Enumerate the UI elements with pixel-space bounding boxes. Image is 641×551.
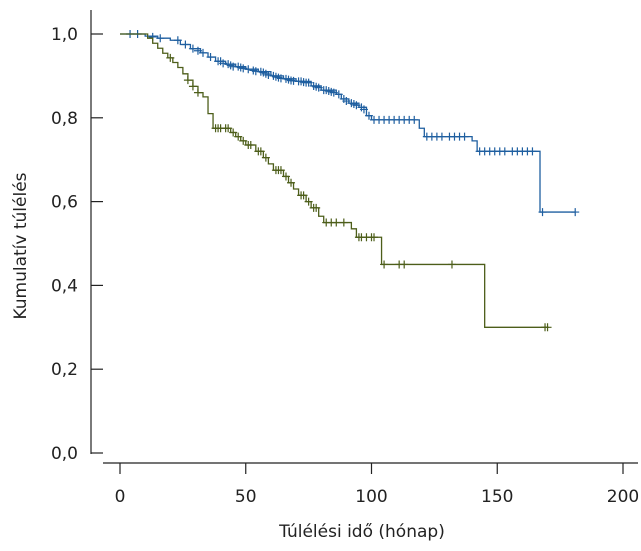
censor-mark <box>380 260 389 269</box>
censor-mark <box>206 53 215 62</box>
censor-mark <box>447 260 456 269</box>
censor-mark <box>224 124 233 133</box>
censor-mark <box>352 101 361 110</box>
y-tick-label: 0,2 <box>51 360 78 380</box>
series-2 <box>120 33 552 332</box>
censor-mark <box>261 153 270 162</box>
censor-mark <box>460 132 469 141</box>
censor-mark <box>400 260 409 269</box>
y-tick-label: 0,4 <box>51 276 78 296</box>
series-layer <box>120 30 580 332</box>
censor-mark <box>193 46 202 55</box>
censor-mark <box>239 136 248 145</box>
censor-mark <box>299 191 308 200</box>
y-tick-label: 1,0 <box>51 25 78 45</box>
censor-mark <box>543 323 552 332</box>
censor-mark <box>334 90 343 99</box>
censor-mark <box>571 208 580 217</box>
censor-mark <box>276 166 285 175</box>
x-tick-label: 200 <box>607 487 639 507</box>
censor-mark <box>193 88 202 97</box>
censor-mark <box>314 83 323 92</box>
censor-mark <box>312 203 321 212</box>
x-tick-label: 150 <box>481 487 513 507</box>
y-tick-label: 0,6 <box>51 193 78 213</box>
censor-mark <box>437 132 446 141</box>
survival-curve-line <box>120 33 548 328</box>
censor-mark <box>342 97 351 106</box>
censor-mark <box>500 147 509 156</box>
y-axis-title: Kumulatív túlélés <box>11 172 31 319</box>
censor-mark <box>244 65 253 74</box>
censor-mark <box>188 44 197 53</box>
x-tick-label: 100 <box>355 487 387 507</box>
x-axis-title: Túlélési idő (hónap) <box>278 522 445 542</box>
censor-mark <box>359 105 368 114</box>
censor-mark <box>264 71 273 80</box>
censor-mark <box>332 218 341 227</box>
censor-mark <box>234 132 243 141</box>
censor-mark <box>246 141 255 150</box>
censor-mark <box>528 147 537 156</box>
censor-mark <box>287 178 296 187</box>
censor-mark <box>370 233 379 242</box>
censor-mark <box>329 88 338 97</box>
x-tick-label: 0 <box>115 487 126 507</box>
censor-mark <box>256 147 265 156</box>
series-1 <box>120 30 580 217</box>
censor-mark <box>339 218 348 227</box>
censor-mark <box>181 40 190 49</box>
censor-mark <box>229 128 238 137</box>
censor-mark <box>173 36 182 45</box>
censor-mark <box>219 59 228 68</box>
censor-mark <box>183 76 192 85</box>
censor-mark <box>198 48 207 57</box>
censor-mark <box>304 197 313 206</box>
survival-curve-line <box>120 33 576 213</box>
censor-mark <box>188 82 197 91</box>
y-tick-label: 0,8 <box>51 109 78 129</box>
axes <box>90 10 638 464</box>
x-tick-label: 50 <box>235 487 257 507</box>
y-tick-label: 0,0 <box>51 444 78 464</box>
censor-mark <box>156 34 165 43</box>
censor-mark <box>410 115 419 124</box>
x-ticks: 0 50 100 150 200 <box>115 463 639 507</box>
censor-mark <box>281 172 290 181</box>
y-ticks: 0,0 0,2 0,4 0,6 0,8 1,0 <box>51 25 103 464</box>
censor-mark <box>304 78 313 87</box>
censor-mark <box>538 208 547 217</box>
censor-mark <box>239 64 248 73</box>
censor-mark <box>364 111 373 120</box>
censor-mark <box>166 53 175 62</box>
